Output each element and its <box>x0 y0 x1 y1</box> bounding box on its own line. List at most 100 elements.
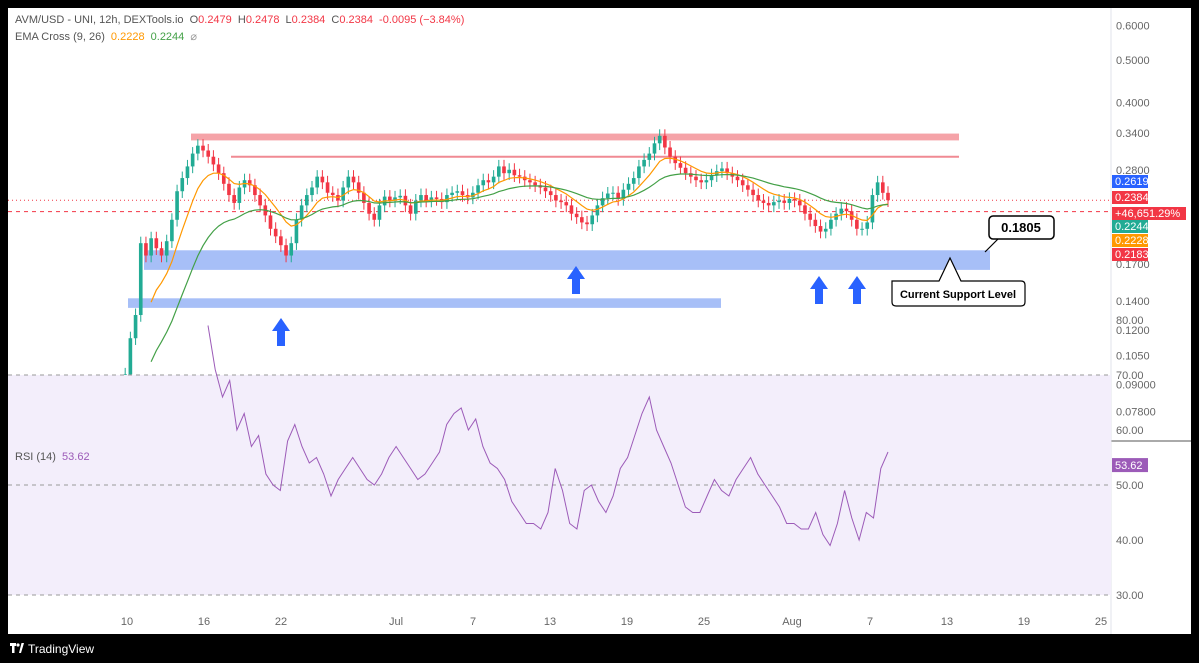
candle-body <box>211 156 216 165</box>
time-tick-label: Jul <box>389 616 403 628</box>
candle-body <box>688 173 693 177</box>
price-badge-label: +46,651.29% <box>1115 208 1180 220</box>
candle-body <box>772 202 776 206</box>
legend-l-label: L <box>285 14 292 26</box>
candle-body <box>253 185 257 196</box>
price-tick-label: 0.1400 <box>1116 296 1150 308</box>
candle-body <box>663 135 667 148</box>
candle-body <box>844 208 849 212</box>
price-tick-label: 0.5000 <box>1116 55 1150 67</box>
candle-body <box>699 180 704 183</box>
legend-ema-slow: 0.2244 <box>150 31 185 43</box>
candle-body <box>419 195 423 201</box>
candle-body <box>232 195 236 203</box>
candle-body <box>424 195 428 201</box>
legend-l-value: 0.2384 <box>291 14 326 26</box>
support-zone-lower <box>128 298 721 308</box>
time-tick-label: 25 <box>698 616 710 628</box>
legend-symbol: AVM/USD - UNI, 12h, DEXTools.io <box>15 14 184 26</box>
candle-body <box>735 176 740 181</box>
candle-body <box>325 182 330 193</box>
candle-body <box>517 175 522 177</box>
candle-body <box>351 176 356 183</box>
candle-body <box>865 222 870 229</box>
callouts: 0.1805 Current Support Level <box>891 215 1055 307</box>
candle-body <box>413 200 418 214</box>
candle-body <box>870 195 875 223</box>
candle-body <box>642 159 646 167</box>
candle-body <box>429 197 434 201</box>
candle-body <box>196 145 200 154</box>
candle-body <box>860 228 864 230</box>
candle-body <box>543 187 548 192</box>
price-badge <box>1112 207 1186 220</box>
candle-body <box>621 189 626 199</box>
time-tick-label: 10 <box>121 616 133 628</box>
up-arrow-icon <box>848 276 866 304</box>
price-label-text: 0.1805 <box>1001 220 1041 235</box>
price-label-pointer <box>984 238 999 253</box>
time-tick-label: 25 <box>1095 616 1107 628</box>
support-zone-upper <box>144 250 990 270</box>
candle-body <box>787 198 792 203</box>
eye-icon[interactable]: ⌀ <box>190 31 197 43</box>
chart-canvas[interactable]: 10 16 22 Jul 7 13 19 25 Aug 7 13 19 25 0.6000 0.5000 0.… <box>8 8 1191 634</box>
candle-body <box>247 180 252 186</box>
candle-body <box>445 195 449 203</box>
candle-body <box>808 213 812 220</box>
rsi-band <box>8 375 1111 595</box>
legend-c-label: C <box>331 14 340 26</box>
ema-fast-line <box>150 157 889 303</box>
candle-body <box>481 180 486 186</box>
candle-body <box>507 169 512 174</box>
candle-body <box>595 205 600 216</box>
time-tick-label: 19 <box>621 616 633 628</box>
candle-body <box>580 217 584 223</box>
rsi-badge <box>1112 458 1148 473</box>
candle-body <box>320 176 325 183</box>
candle-body <box>652 143 657 154</box>
candle-body <box>341 187 345 201</box>
price-tick-label: 0.4000 <box>1116 97 1150 109</box>
price-tick-label: 0.2800 <box>1116 165 1150 177</box>
footer: TradingView <box>0 634 1199 663</box>
candle-body <box>766 202 771 206</box>
time-tick-label: 13 <box>941 616 953 628</box>
price-badge <box>1112 175 1148 188</box>
candle-body <box>185 166 190 179</box>
candle-body <box>284 245 288 256</box>
candle-body <box>605 193 610 199</box>
candle-body <box>486 180 491 183</box>
candle-body <box>393 197 397 201</box>
price-tick-label: 0.1200 <box>1116 325 1150 337</box>
legend-ema: EMA Cross (9, 26) 0.2228 0.2244 ⌀ <box>15 30 200 43</box>
candle-body <box>502 166 506 174</box>
price-badge <box>1112 234 1148 247</box>
candle-body <box>813 219 818 227</box>
chart-frame[interactable]: 10 16 22 Jul 7 13 19 25 Aug 7 13 19 25 0.6000 0.5000 0.… <box>8 8 1191 634</box>
candle-body <box>362 192 366 203</box>
candle-body <box>227 183 231 196</box>
rsi-tick-label: 50.00 <box>1116 480 1144 492</box>
candle-body <box>460 191 465 196</box>
time-tick-label: 16 <box>198 616 210 628</box>
legend-main: AVM/USD - UNI, 12h, DEXTools.io O0.2479 … <box>15 14 467 26</box>
time-tick-label: 7 <box>867 616 873 628</box>
legend-o-value: 0.2479 <box>198 14 232 26</box>
rsi-tick-label: 30.00 <box>1116 590 1144 602</box>
candle-body <box>180 178 185 192</box>
rsi-tick-label: 60.00 <box>1116 425 1144 437</box>
candle-body <box>268 215 273 229</box>
candle-body <box>637 166 641 179</box>
candle-body <box>372 213 377 220</box>
candle-body <box>782 200 787 203</box>
candle-body <box>647 153 652 160</box>
tradingview-logo-icon <box>10 643 24 653</box>
candle-body <box>496 166 501 177</box>
candle-body <box>528 180 532 183</box>
candle-body <box>673 156 678 164</box>
candle-body <box>434 197 439 199</box>
ema-slow-line <box>150 173 889 363</box>
candle-body <box>777 200 781 203</box>
candle-body <box>554 195 558 201</box>
